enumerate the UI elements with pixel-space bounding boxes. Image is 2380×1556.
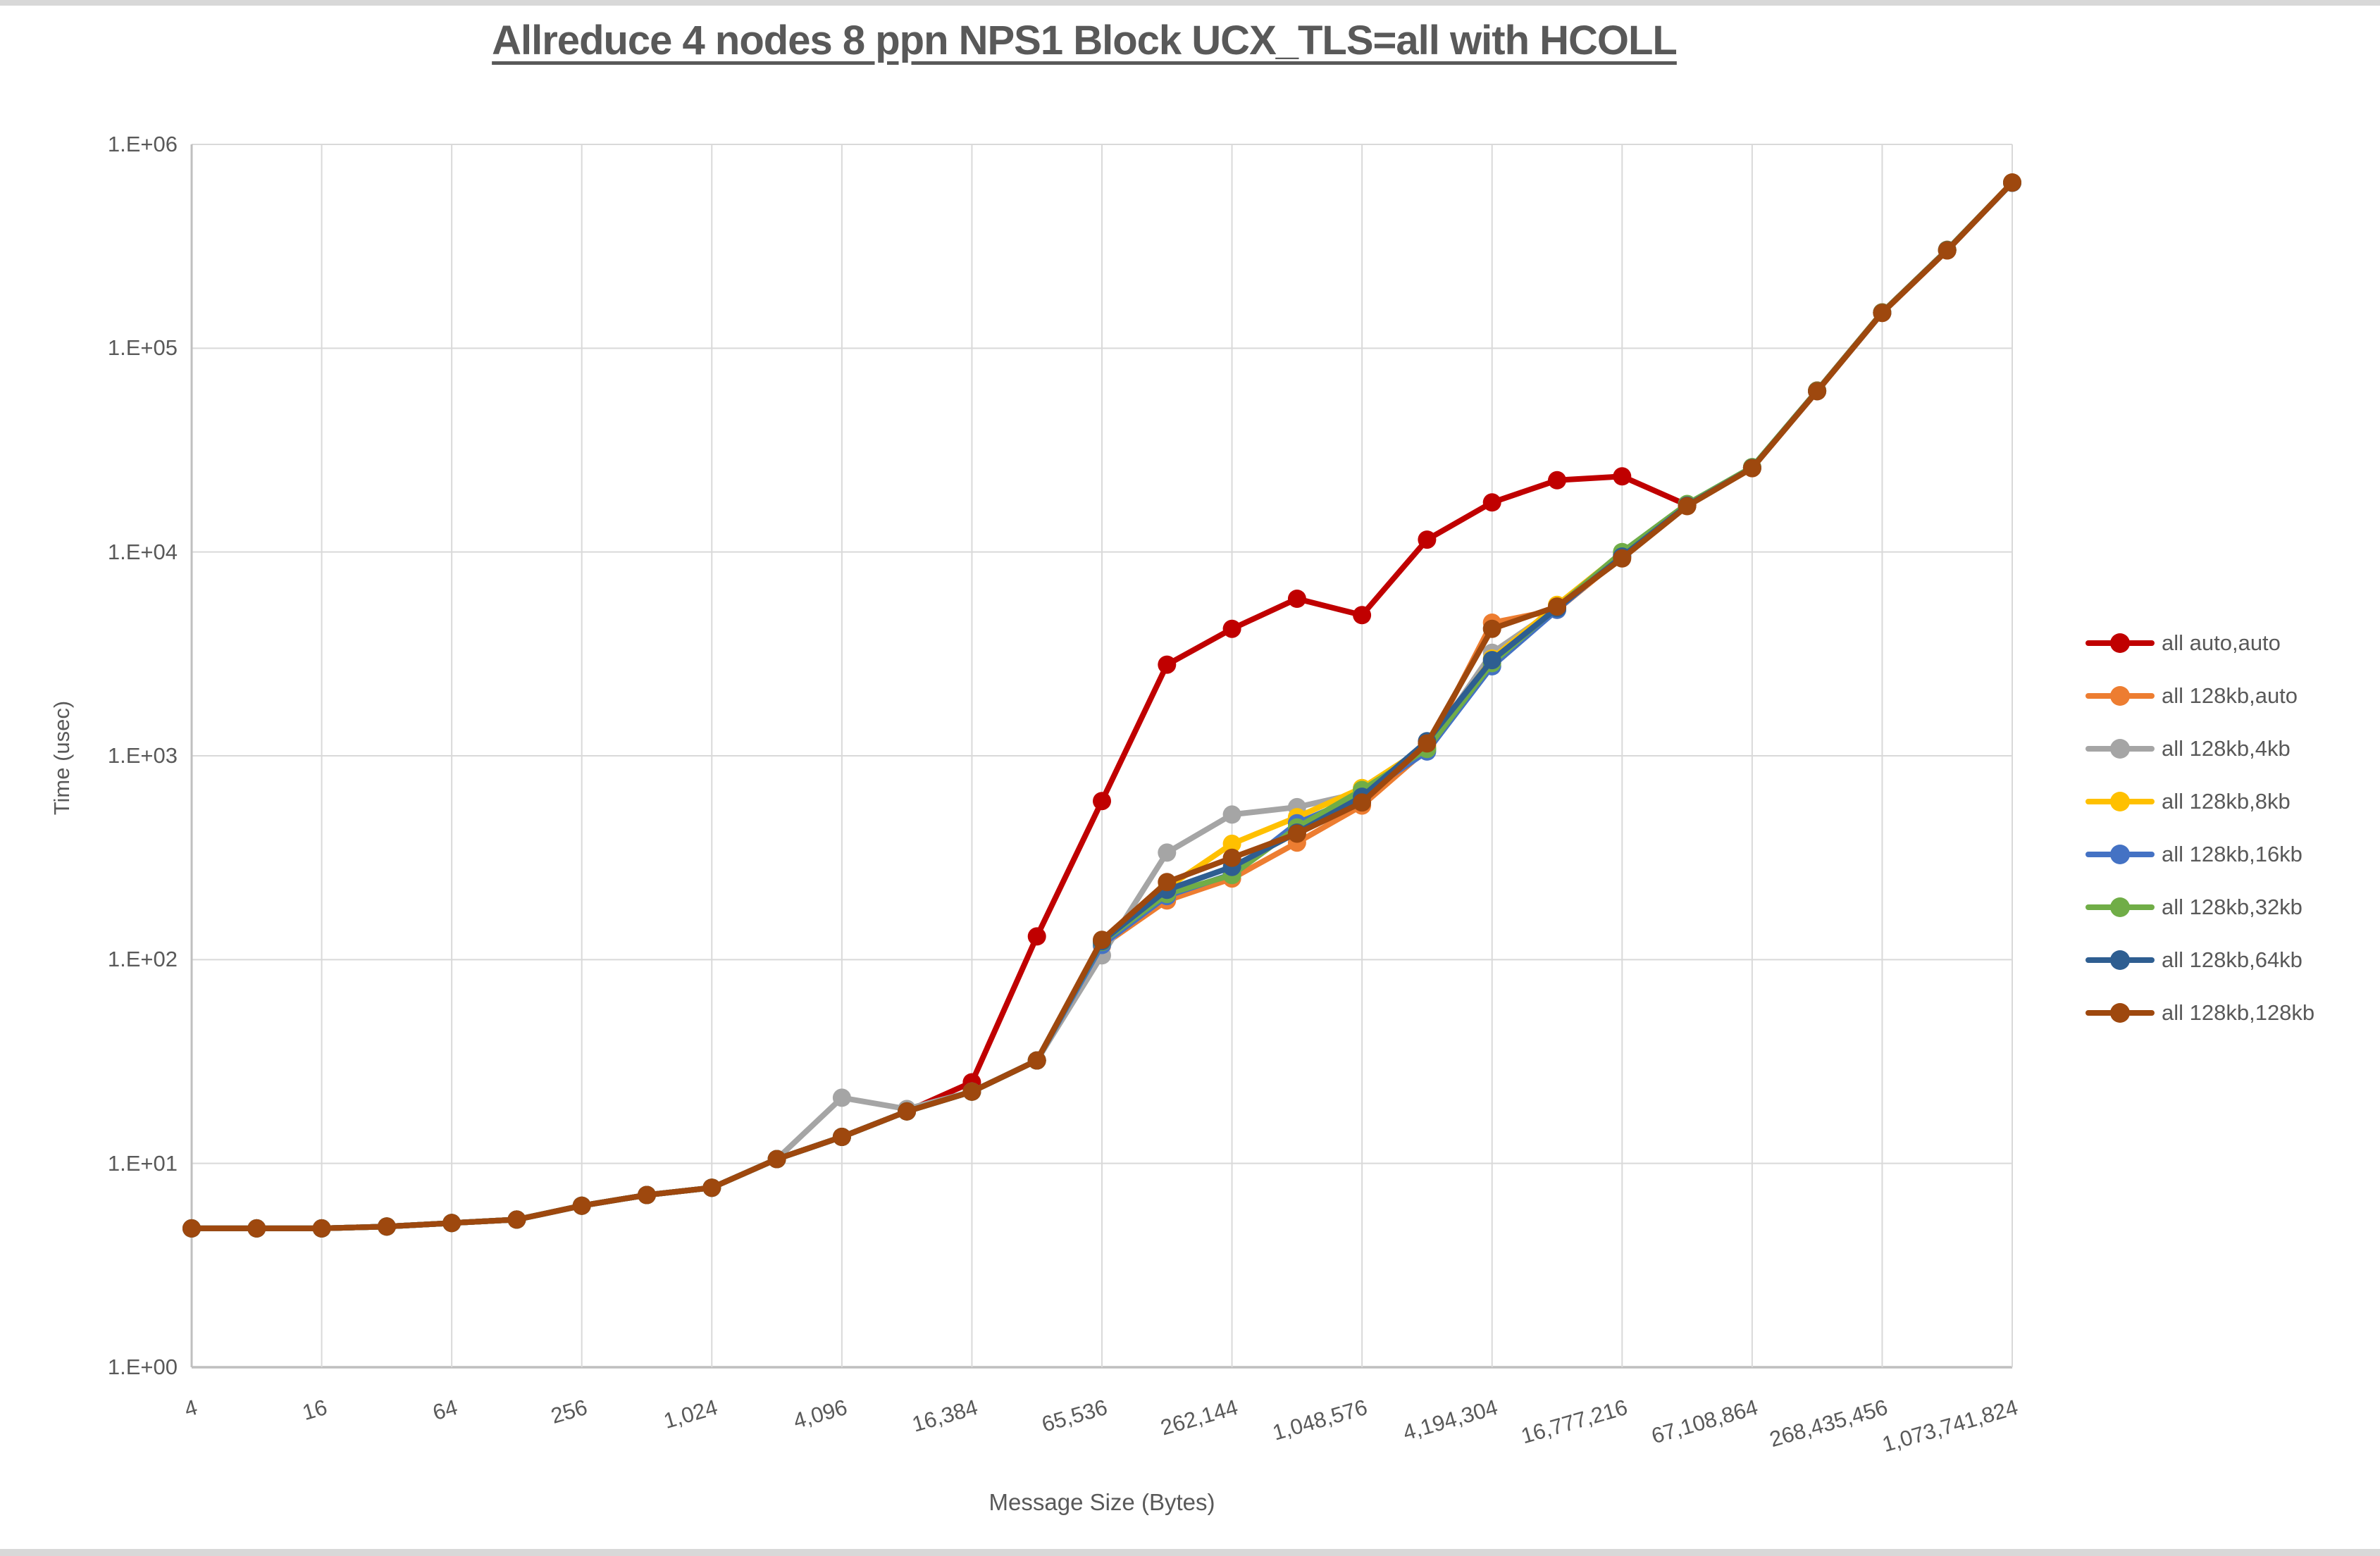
legend-dot bbox=[2110, 844, 2130, 864]
legend-line-marker-icon bbox=[2085, 791, 2155, 811]
data-point-marker bbox=[1418, 530, 1437, 549]
legend-dot bbox=[2110, 791, 2130, 811]
data-point-marker bbox=[1287, 590, 1306, 608]
data-point-marker bbox=[377, 1217, 396, 1236]
data-point-marker bbox=[1353, 793, 1372, 812]
y-tick-label: 1.E+04 bbox=[107, 539, 178, 564]
legend-label: all 128kb,128kb bbox=[2162, 1000, 2315, 1025]
data-point-marker bbox=[1482, 493, 1501, 512]
legend-label: all 128kb,16kb bbox=[2162, 841, 2302, 866]
series-lines bbox=[182, 173, 2021, 1238]
chart-area[interactable]: Allreduce 4 nodes 8 ppn NPS1 Block UCX_T… bbox=[0, 6, 2380, 1549]
data-point-marker bbox=[898, 1102, 917, 1121]
legend-item-6[interactable]: all 128kb,64kb bbox=[2085, 933, 2314, 986]
window-edge-top bbox=[0, 0, 2380, 6]
y-tick-label: 1.E+03 bbox=[107, 743, 178, 768]
legend-dot bbox=[2110, 897, 2130, 917]
legend-item-7[interactable]: all 128kb,128kb bbox=[2085, 986, 2314, 1039]
legend: all auto,auto all 128kb,auto all 128kb,4kb… bbox=[2085, 616, 2314, 1039]
y-tick-label: 1.E+02 bbox=[107, 947, 178, 972]
legend-item-3[interactable]: all 128kb,8kb bbox=[2085, 775, 2314, 828]
y-tick-label: 1.E+06 bbox=[107, 132, 178, 156]
data-point-marker bbox=[962, 1082, 981, 1101]
data-point-marker bbox=[832, 1128, 851, 1146]
data-point-marker bbox=[1027, 1051, 1046, 1070]
data-point-marker bbox=[1482, 651, 1501, 670]
data-point-marker bbox=[1353, 606, 1372, 625]
data-point-marker bbox=[1158, 843, 1177, 862]
data-point-marker bbox=[442, 1214, 461, 1233]
data-point-marker bbox=[1418, 734, 1437, 753]
legend-label: all 128kb,4kb bbox=[2162, 735, 2291, 761]
legend-item-5[interactable]: all 128kb,32kb bbox=[2085, 880, 2314, 933]
legend-line-marker-icon bbox=[2085, 897, 2155, 917]
legend-item-4[interactable]: all 128kb,16kb bbox=[2085, 828, 2314, 880]
data-point-marker bbox=[1093, 931, 1111, 950]
data-point-marker bbox=[312, 1219, 331, 1238]
data-point-marker bbox=[638, 1185, 656, 1205]
chart-title: Allreduce 4 nodes 8 ppn NPS1 Block UCX_T… bbox=[492, 18, 1678, 63]
data-point-marker bbox=[1482, 619, 1501, 638]
legend-label: all 128kb,32kb bbox=[2162, 894, 2302, 919]
data-point-marker bbox=[1093, 792, 1111, 811]
legend-line-marker-icon bbox=[2085, 738, 2155, 759]
data-point-marker bbox=[1158, 873, 1177, 892]
data-point-marker bbox=[1027, 927, 1046, 946]
data-point-marker bbox=[182, 1219, 201, 1238]
data-point-marker bbox=[1158, 655, 1177, 674]
data-point-marker bbox=[832, 1088, 851, 1107]
y-tick-label: 1.E+05 bbox=[107, 335, 178, 361]
legend-dot bbox=[2110, 1002, 2130, 1023]
data-point-marker bbox=[507, 1210, 526, 1229]
x-axis-title: Message Size (Bytes) bbox=[988, 1489, 1215, 1515]
data-point-marker bbox=[247, 1219, 266, 1238]
data-point-marker bbox=[1808, 382, 1827, 401]
data-point-marker bbox=[1222, 805, 1241, 824]
data-point-marker bbox=[1222, 834, 1241, 853]
data-point-marker bbox=[1938, 241, 1957, 260]
data-point-marker bbox=[1613, 549, 1632, 568]
data-point-marker bbox=[1613, 467, 1632, 486]
legend-dot bbox=[2110, 633, 2130, 653]
legend-label: all auto,auto bbox=[2162, 630, 2281, 655]
legend-dot bbox=[2110, 738, 2130, 759]
legend-line-marker-icon bbox=[2085, 950, 2155, 970]
legend-line-marker-icon bbox=[2085, 844, 2155, 864]
data-point-marker bbox=[1873, 304, 1892, 323]
legend-dot bbox=[2110, 950, 2130, 970]
data-point-marker bbox=[1678, 497, 1697, 516]
legend-dot bbox=[2110, 685, 2130, 706]
data-point-marker bbox=[1222, 619, 1241, 638]
legend-label: all 128kb,auto bbox=[2162, 683, 2298, 708]
legend-item-1[interactable]: all 128kb,auto bbox=[2085, 669, 2314, 722]
plot-svg bbox=[182, 144, 2021, 1369]
data-point-marker bbox=[702, 1178, 721, 1197]
data-point-marker bbox=[572, 1196, 591, 1215]
data-point-marker bbox=[1548, 471, 1566, 490]
gridlines bbox=[190, 144, 2013, 1369]
legend-item-2[interactable]: all 128kb,4kb bbox=[2085, 722, 2314, 775]
legend-line-marker-icon bbox=[2085, 1002, 2155, 1023]
data-point-marker bbox=[1287, 824, 1306, 843]
window-edge-bottom bbox=[0, 1549, 2380, 1556]
data-point-marker bbox=[1742, 459, 1761, 478]
data-point-marker bbox=[1548, 597, 1566, 616]
y-tick-label: 1.E+01 bbox=[107, 1150, 178, 1176]
legend-label: all 128kb,64kb bbox=[2162, 947, 2302, 972]
legend-label: all 128kb,8kb bbox=[2162, 788, 2291, 814]
legend-line-marker-icon bbox=[2085, 633, 2155, 653]
legend-item-0[interactable]: all auto,auto bbox=[2085, 616, 2314, 669]
data-point-marker bbox=[1222, 848, 1241, 867]
data-point-marker bbox=[2003, 173, 2021, 192]
legend-line-marker-icon bbox=[2085, 685, 2155, 706]
data-point-marker bbox=[767, 1150, 786, 1169]
y-tick-label: 1.E+00 bbox=[107, 1355, 178, 1379]
